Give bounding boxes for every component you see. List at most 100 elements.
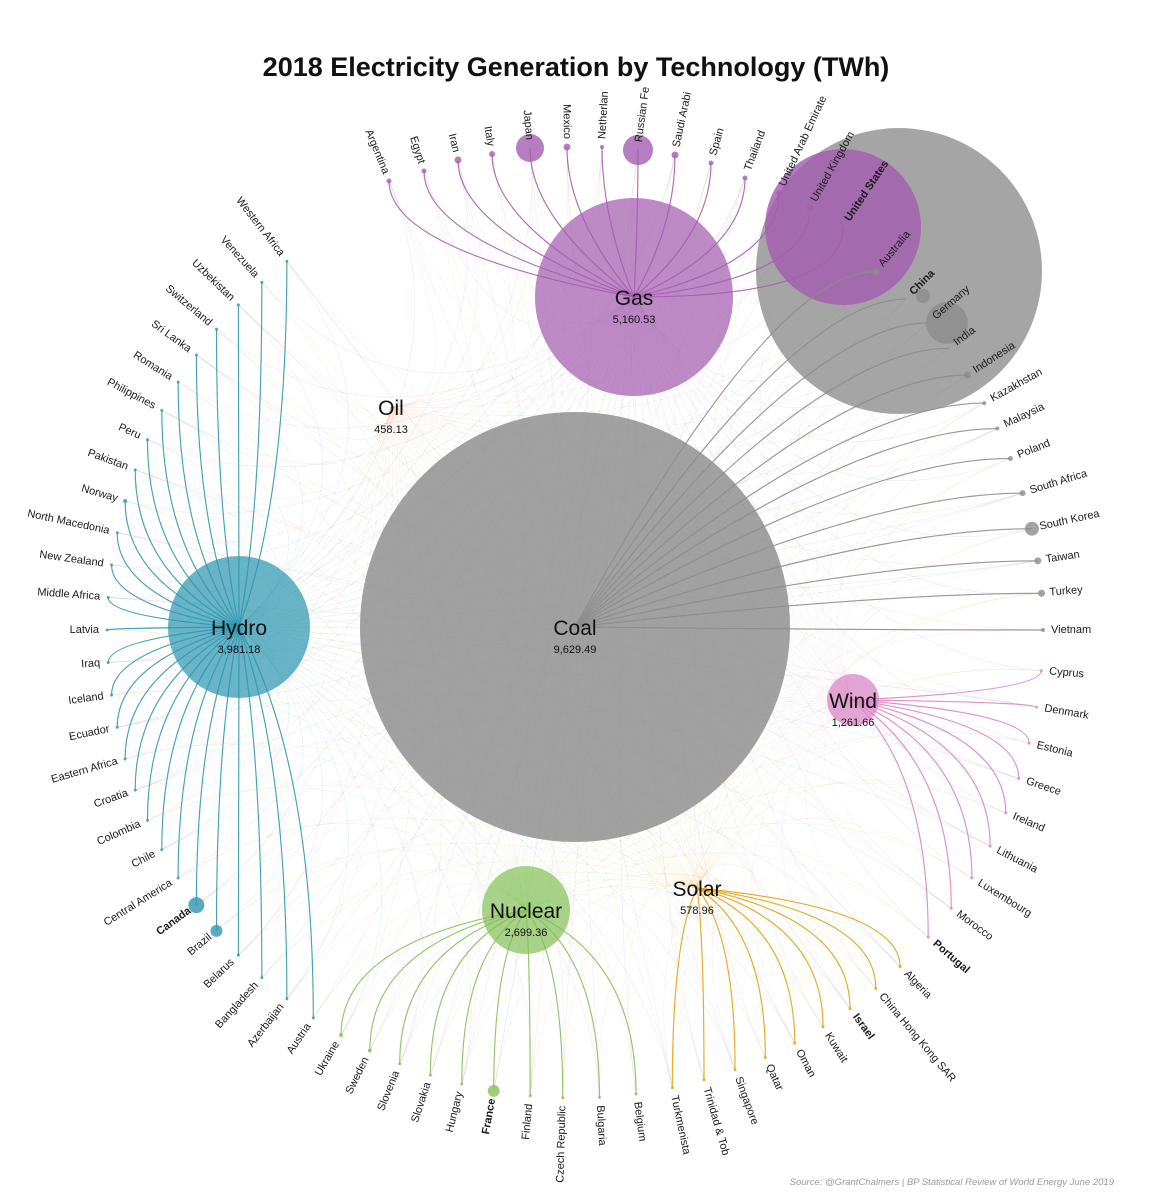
web-link-central-america-nuclear <box>177 822 527 911</box>
web-link-western-africa-oil <box>286 260 400 414</box>
country-bubble-austria[interactable] <box>311 1016 315 1020</box>
country-bubble-colombia[interactable] <box>145 818 149 822</box>
country-bubble-denmark[interactable] <box>1035 705 1039 709</box>
country-bubble-united-kingdom[interactable] <box>806 204 814 212</box>
web-link-ireland-solar <box>696 780 1006 889</box>
web-link-uzbekistan-oil <box>238 304 393 424</box>
country-bubble-egypt[interactable] <box>421 168 427 174</box>
country-bubble-china-hong-kong-sar[interactable] <box>874 987 878 991</box>
country-bubble-belarus[interactable] <box>236 953 240 957</box>
tech-value-solar: 578.96 <box>680 905 714 917</box>
country-bubble-ecuador[interactable] <box>115 725 119 729</box>
web-link-central-america-solar <box>177 818 698 889</box>
web-link-belarus-oil <box>238 406 393 956</box>
country-bubble-philippines[interactable] <box>160 408 164 412</box>
country-bubble-malaysia[interactable] <box>995 426 1000 431</box>
country-bubble-russian-fe[interactable] <box>623 135 653 165</box>
country-bubble-new-zealand[interactable] <box>110 563 114 567</box>
country-bubble-north-macedonia[interactable] <box>115 531 119 535</box>
country-bubble-oman[interactable] <box>793 1041 797 1045</box>
country-bubble-eastern-africa[interactable] <box>123 757 127 761</box>
country-bubble-azerbaijan[interactable] <box>285 997 289 1001</box>
country-bubble-estonia[interactable] <box>1027 741 1031 745</box>
country-bubble-thailand[interactable] <box>742 175 748 181</box>
country-bubble-trinidad-tob[interactable] <box>702 1078 706 1082</box>
country-bubble-finland[interactable] <box>528 1094 532 1098</box>
country-bubble-slovenia[interactable] <box>398 1062 402 1066</box>
web-link-israel-wind <box>781 699 854 1009</box>
country-bubble-iraq[interactable] <box>106 661 110 665</box>
country-bubble-brazil[interactable] <box>210 924 223 937</box>
country-bubble-belgium[interactable] <box>634 1092 638 1096</box>
country-bubble-central-america[interactable] <box>176 876 180 880</box>
country-bubble-south-korea[interactable] <box>1024 521 1039 536</box>
country-bubble-netherlan[interactable] <box>600 145 604 149</box>
country-bubble-croatia[interactable] <box>133 788 137 792</box>
country-bubble-spain[interactable] <box>708 160 714 166</box>
country-bubble-romania[interactable] <box>176 380 180 384</box>
country-bubble-czech-republic[interactable] <box>561 1096 565 1100</box>
country-bubble-italy[interactable] <box>489 151 495 157</box>
country-bubble-israel[interactable] <box>848 1007 852 1011</box>
country-bubble-canada[interactable] <box>188 897 205 914</box>
country-bubble-turkmenista[interactable] <box>670 1086 674 1090</box>
country-bubble-sri-lanka[interactable] <box>194 353 198 357</box>
country-bubble-india[interactable] <box>926 302 968 344</box>
country-bubble-australia[interactable] <box>872 267 880 275</box>
country-bubble-algeria[interactable] <box>898 965 902 969</box>
country-label-iraq: Iraq <box>81 657 101 670</box>
country-bubble-cyprus[interactable] <box>1039 669 1043 673</box>
country-bubble-mexico[interactable] <box>563 143 571 151</box>
web-link-eastern-africa-nuclear <box>125 743 527 911</box>
country-bubble-switzerland[interactable] <box>214 327 218 331</box>
country-bubble-kuwait[interactable] <box>821 1025 825 1029</box>
country-label-sweden: Sweden <box>343 1055 371 1096</box>
country-bubble-turkey[interactable] <box>1038 589 1046 597</box>
country-bubble-kazakhstan[interactable] <box>982 401 987 406</box>
country-bubble-iran[interactable] <box>454 156 462 164</box>
country-bubble-vietnam[interactable] <box>1041 628 1045 632</box>
country-bubble-latvia[interactable] <box>105 628 109 632</box>
country-bubble-bangladesh[interactable] <box>260 976 264 980</box>
country-bubble-south-africa[interactable] <box>1019 490 1026 497</box>
country-bubble-united-arab-emirate[interactable] <box>776 190 782 196</box>
country-bubble-hungary[interactable] <box>460 1082 464 1086</box>
country-bubble-lithuania[interactable] <box>988 844 992 848</box>
country-bubble-qatar[interactable] <box>763 1056 767 1060</box>
country-bubble-bulgaria[interactable] <box>597 1095 601 1099</box>
country-bubble-slovakia[interactable] <box>428 1073 432 1077</box>
web-link-brazil-nuclear <box>216 849 527 932</box>
country-bubble-ukraine[interactable] <box>339 1033 343 1038</box>
country-bubble-norway[interactable] <box>123 499 128 504</box>
country-bubble-argentina[interactable] <box>386 178 392 184</box>
country-bubble-france[interactable] <box>487 1084 500 1097</box>
link-morocco <box>852 699 952 909</box>
country-bubble-germany[interactable] <box>916 289 930 303</box>
country-bubble-western-africa[interactable] <box>285 259 289 263</box>
web-link-south-africa-wind <box>842 492 1023 701</box>
country-bubble-middle-africa[interactable] <box>106 595 110 599</box>
country-bubble-peru[interactable] <box>145 438 149 442</box>
country-bubble-saudi-arabi[interactable] <box>671 151 679 159</box>
country-bubble-uzbekistan[interactable] <box>236 303 240 307</box>
country-bubble-chile[interactable] <box>160 848 164 852</box>
country-bubble-venezuela[interactable] <box>260 280 264 284</box>
link-mexico <box>566 146 635 298</box>
country-bubble-japan[interactable] <box>516 134 544 162</box>
web-link-sri-lanka-oil <box>196 354 392 440</box>
link-croatia <box>134 626 240 791</box>
country-bubble-sweden[interactable] <box>367 1048 372 1053</box>
country-bubble-poland[interactable] <box>1007 455 1013 461</box>
country-bubble-greece[interactable] <box>1017 776 1021 780</box>
web-link-south-korea-solar <box>696 528 1032 889</box>
country-bubble-taiwan[interactable] <box>1034 557 1042 565</box>
country-bubble-iceland[interactable] <box>110 693 114 697</box>
country-bubble-portugal[interactable] <box>926 935 930 939</box>
country-bubble-pakistan[interactable] <box>133 468 137 472</box>
country-bubble-luxembourg[interactable] <box>970 876 974 880</box>
country-bubble-singapore[interactable] <box>733 1068 737 1072</box>
country-bubble-indonesia[interactable] <box>963 371 971 379</box>
country-label-poland: Poland <box>1016 437 1052 461</box>
country-bubble-ireland[interactable] <box>1004 811 1008 815</box>
country-bubble-morocco[interactable] <box>949 906 953 910</box>
